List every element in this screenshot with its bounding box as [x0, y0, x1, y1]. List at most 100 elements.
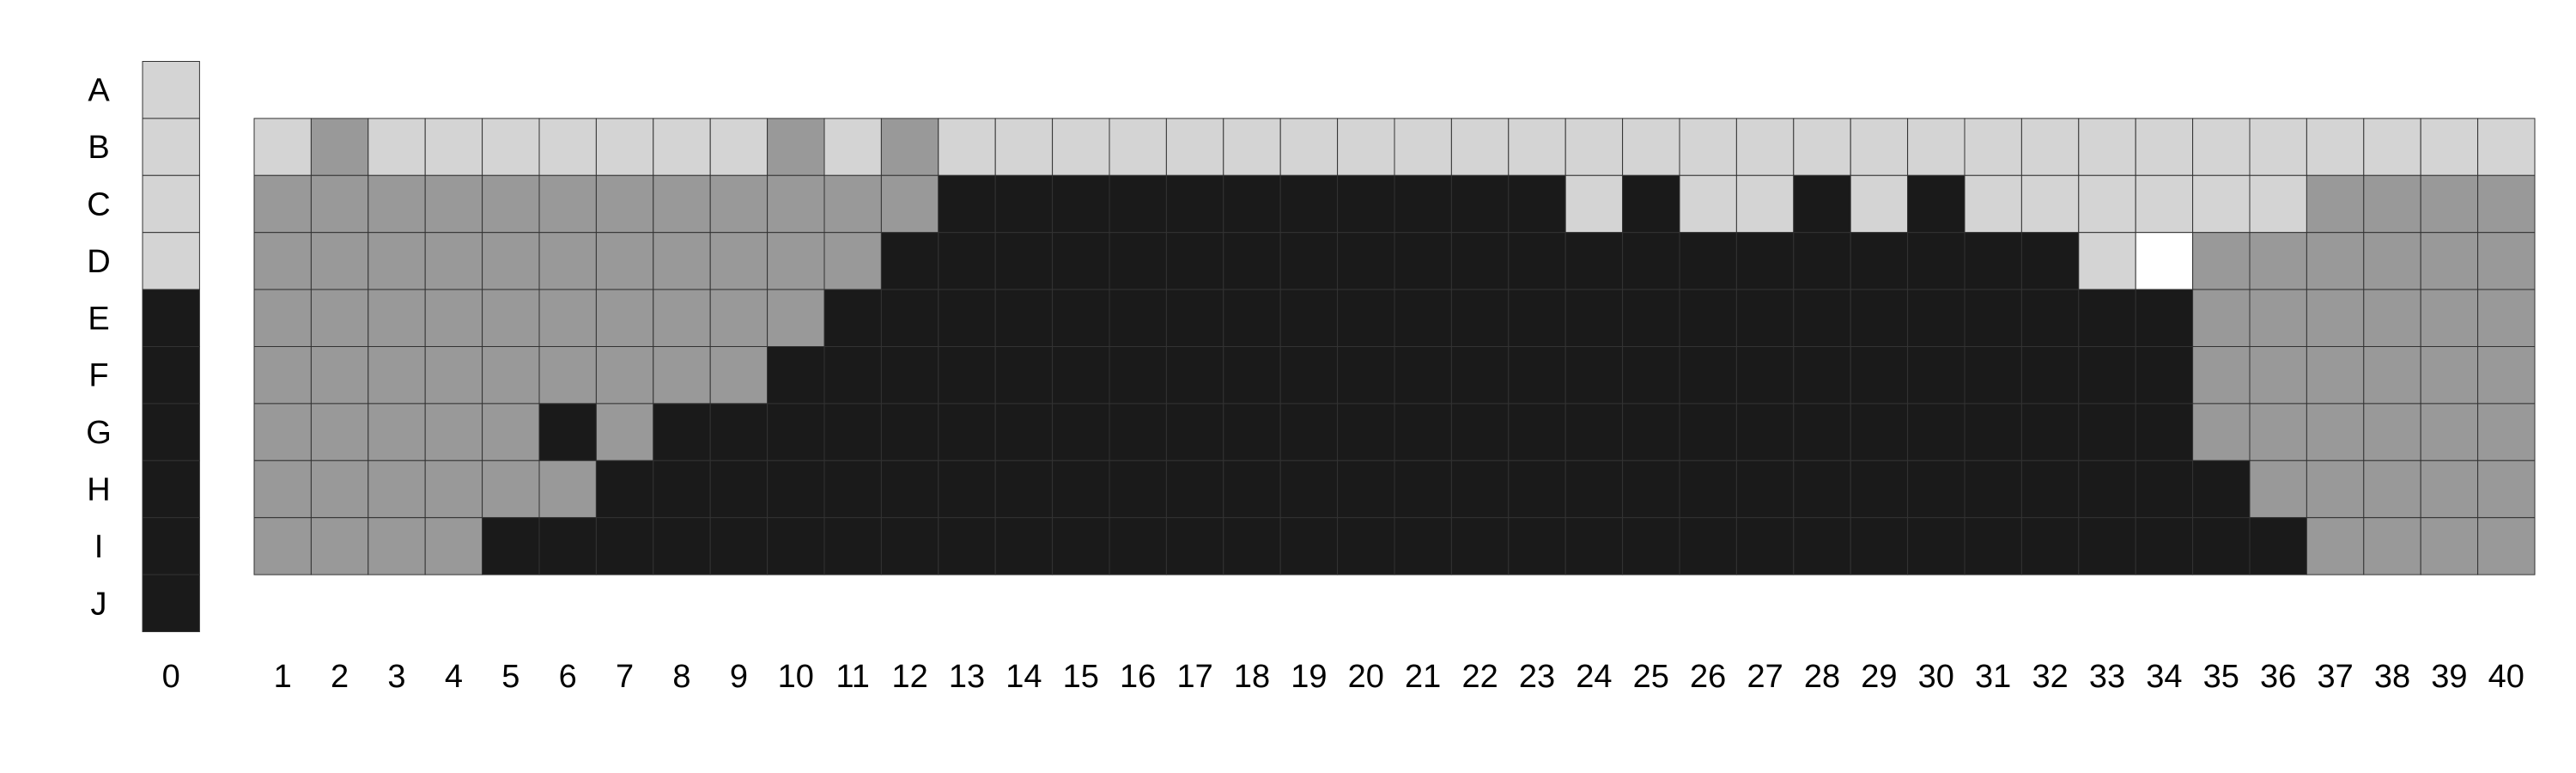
cell-c-5: [482, 174, 540, 234]
cell-d-36: [2249, 232, 2307, 290]
cell-b-4: [424, 118, 483, 176]
cell-c-1: [253, 174, 312, 234]
cell-b-35: [2192, 118, 2251, 176]
column-label-36: 36: [2260, 659, 2296, 695]
cell-b-25: [1622, 118, 1680, 176]
cell-e-16: [1109, 289, 1167, 348]
cell-b-32: [2020, 118, 2080, 176]
key-cell-b: [142, 118, 200, 176]
row-label-h: H: [87, 472, 110, 508]
key-cell-j: [142, 574, 200, 632]
cell-d-25: [1622, 232, 1680, 290]
cell-i-25: [1622, 517, 1680, 575]
cell-d-20: [1337, 232, 1395, 290]
cell-d-39: [2420, 232, 2479, 290]
column-label-34: 34: [2146, 659, 2182, 695]
column-label-0: 0: [162, 659, 180, 695]
cell-i-3: [368, 517, 426, 575]
column-label-28: 28: [1804, 659, 1840, 695]
cell-c-10: [767, 174, 825, 234]
cell-f-23: [1508, 346, 1566, 405]
cell-b-14: [994, 118, 1054, 176]
cell-d-32: [2020, 232, 2080, 290]
cell-d-38: [2363, 232, 2421, 290]
cell-c-18: [1223, 174, 1281, 234]
cell-g-1: [253, 403, 312, 461]
cell-g-3: [368, 403, 426, 461]
cell-b-23: [1508, 118, 1566, 176]
cell-h-4: [424, 460, 483, 519]
cell-i-5: [482, 517, 540, 575]
cell-b-29: [1850, 118, 1909, 176]
cell-g-18: [1223, 403, 1281, 461]
cell-b-37: [2306, 118, 2365, 176]
cell-b-34: [2135, 118, 2194, 176]
key-column: [142, 61, 200, 632]
main-grid: [253, 118, 2536, 575]
cell-f-21: [1394, 346, 1452, 405]
cell-g-31: [1964, 403, 2022, 461]
cell-e-39: [2420, 289, 2479, 348]
cell-f-12: [880, 346, 939, 405]
cell-b-26: [1679, 118, 1737, 176]
cell-b-2: [310, 118, 369, 176]
column-label-39: 39: [2431, 659, 2467, 695]
cell-e-17: [1165, 289, 1224, 348]
cell-c-19: [1279, 174, 1339, 234]
cell-c-20: [1337, 174, 1395, 234]
cell-d-3: [368, 232, 426, 290]
cell-d-27: [1735, 232, 1795, 290]
cell-g-7: [595, 403, 654, 461]
cell-d-14: [994, 232, 1054, 290]
cell-i-36: [2249, 517, 2307, 575]
cell-d-1: [253, 232, 312, 290]
cell-c-31: [1964, 174, 2022, 234]
cell-b-13: [938, 118, 996, 176]
column-label-27: 27: [1747, 659, 1783, 695]
cell-e-32: [2020, 289, 2080, 348]
cell-f-8: [653, 346, 711, 405]
cell-g-37: [2306, 403, 2365, 461]
cell-d-28: [1793, 232, 1851, 290]
cell-e-30: [1907, 289, 1965, 348]
cell-d-18: [1223, 232, 1281, 290]
cell-g-32: [2020, 403, 2080, 461]
cell-b-30: [1907, 118, 1965, 176]
key-cell-d: [142, 232, 200, 290]
cell-c-22: [1450, 174, 1510, 234]
column-label-20: 20: [1348, 659, 1384, 695]
cell-i-39: [2420, 517, 2479, 575]
cell-h-10: [767, 460, 825, 519]
cell-h-40: [2477, 460, 2536, 519]
cell-g-28: [1793, 403, 1851, 461]
cell-b-36: [2249, 118, 2307, 176]
cell-d-34: [2135, 232, 2194, 290]
cell-e-10: [767, 289, 825, 348]
cell-e-8: [653, 289, 711, 348]
cell-c-17: [1165, 174, 1224, 234]
cell-e-4: [424, 289, 483, 348]
cell-c-40: [2477, 174, 2536, 234]
cell-e-38: [2363, 289, 2421, 348]
cell-c-37: [2306, 174, 2365, 234]
cell-h-18: [1223, 460, 1281, 519]
cell-c-27: [1735, 174, 1795, 234]
cell-e-23: [1508, 289, 1566, 348]
cell-h-32: [2020, 460, 2080, 519]
cell-f-19: [1279, 346, 1339, 405]
cell-h-37: [2306, 460, 2365, 519]
column-label-1: 1: [274, 659, 292, 695]
column-label-15: 15: [1063, 659, 1099, 695]
cell-g-29: [1850, 403, 1909, 461]
cell-c-7: [595, 174, 654, 234]
cell-g-11: [823, 403, 882, 461]
cell-d-10: [767, 232, 825, 290]
cell-c-25: [1622, 174, 1680, 234]
cell-b-5: [482, 118, 540, 176]
cell-g-15: [1052, 403, 1110, 461]
cell-d-5: [482, 232, 540, 290]
cell-g-8: [653, 403, 711, 461]
cell-e-22: [1450, 289, 1510, 348]
cell-h-8: [653, 460, 711, 519]
cell-b-19: [1279, 118, 1339, 176]
